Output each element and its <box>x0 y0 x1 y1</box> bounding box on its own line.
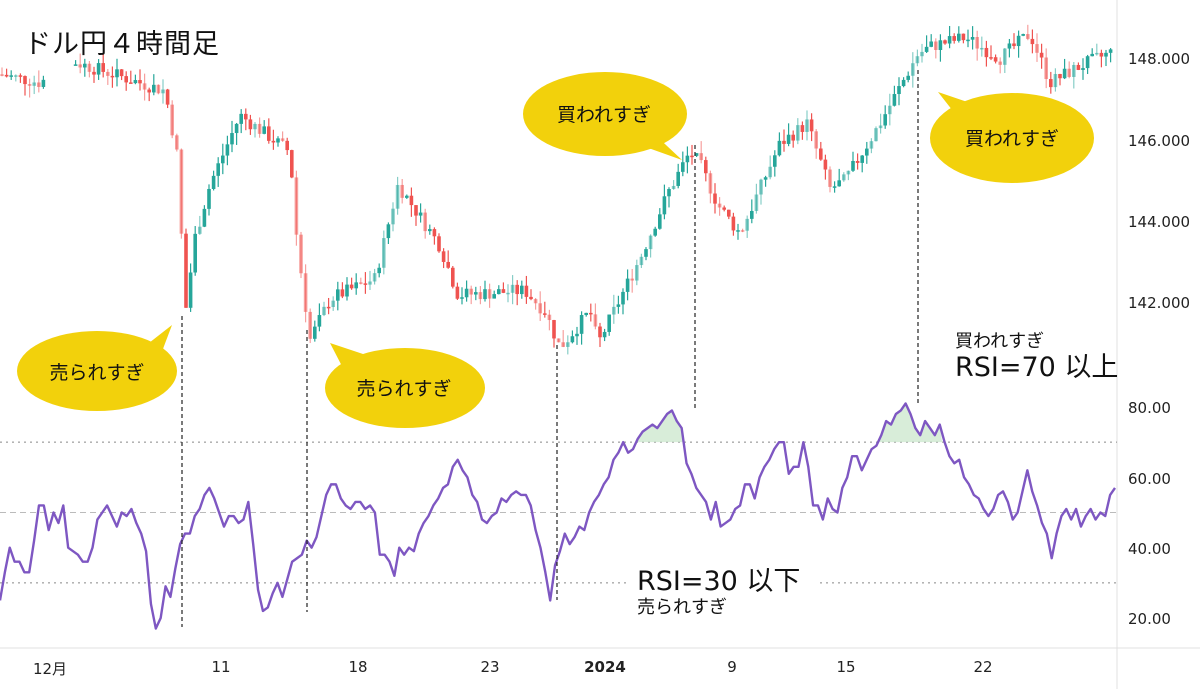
time-axis-tick: 18 <box>348 658 368 676</box>
price-axis-label: 144.000 <box>1128 213 1191 231</box>
rsi-axis-label: 20.00 <box>1128 610 1171 628</box>
oversold-annotation: RSI=30 以下 売られすぎ <box>637 567 800 619</box>
rsi-axis-label: 80.00 <box>1128 399 1171 417</box>
time-axis-tick: 11 <box>211 658 231 676</box>
overbought-label: 買われすぎ <box>955 331 1045 352</box>
oversold-bubble-1: 売られすぎ <box>49 361 145 384</box>
time-axis-tick: 22 <box>973 658 993 676</box>
price-axis-label: 146.000 <box>1128 132 1191 150</box>
overbought-annotation: 買われすぎ RSI=70 以上 <box>955 331 1118 383</box>
overbought-bubble-1: 買われすぎ <box>556 103 652 126</box>
oversold-threshold: RSI=30 以下 <box>637 566 801 597</box>
time-axis-tick: 9 <box>727 658 737 676</box>
price-axis-label: 148.000 <box>1128 50 1191 68</box>
overbought-bubble-2: 買われすぎ <box>964 127 1060 150</box>
oversold-bubble-2: 売られすぎ <box>356 377 452 400</box>
time-axis-tick: 23 <box>480 658 500 676</box>
time-axis-tick: 15 <box>836 658 856 676</box>
rsi-axis-label: 40.00 <box>1128 540 1171 558</box>
overbought-threshold: RSI=70 以上 <box>955 352 1119 383</box>
time-axis-tick: 2024 <box>584 658 626 676</box>
time-axis-tick: 12月 <box>32 660 68 678</box>
rsi-axis-label: 60.00 <box>1128 470 1171 488</box>
oversold-label: 売られすぎ <box>637 597 727 618</box>
price-axis-label: 142.000 <box>1128 294 1191 312</box>
chart-title: ドル円４時間足 <box>24 29 220 60</box>
